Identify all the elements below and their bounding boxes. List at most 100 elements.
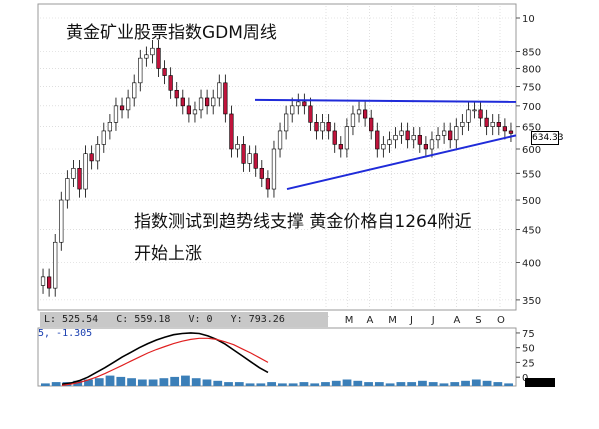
candle-body: [83, 153, 88, 190]
candle-body: [101, 130, 106, 145]
histogram-bar: [385, 383, 395, 386]
histogram-bar: [364, 382, 373, 386]
indicator-y-tick-label: 75: [522, 329, 535, 340]
y-tick-label: 400: [522, 259, 541, 270]
candle-body: [119, 105, 125, 111]
indicator-y-axis: 7550250: [516, 329, 535, 384]
candle-body: [423, 144, 429, 150]
candle-body: [344, 126, 350, 150]
histogram-bar: [159, 378, 169, 386]
histogram-bar: [504, 383, 513, 386]
histogram-bar: [310, 383, 320, 386]
candle-body: [369, 117, 374, 132]
candle-body: [46, 276, 52, 289]
indicator-label: 5, -1.305: [38, 328, 93, 339]
candle-body: [113, 105, 119, 123]
histogram-bar: [428, 382, 438, 386]
trendlines: [254, 98, 517, 191]
annotation-line-2: 开始上涨: [134, 244, 202, 264]
price-panel-frame: [37, 3, 517, 311]
histogram-bar: [288, 383, 298, 386]
candle-body: [381, 144, 386, 150]
histogram-bar: [396, 382, 406, 386]
candle-body: [393, 135, 398, 141]
candle-body: [107, 122, 113, 132]
x-axis: FMAMJJASO: [323, 315, 505, 326]
histogram-bar: [278, 383, 287, 386]
x-tick-label: M: [345, 315, 354, 326]
histogram-bar: [471, 379, 481, 386]
candle-body: [417, 135, 422, 145]
candle-body: [168, 75, 173, 91]
candle-body: [399, 130, 404, 136]
candle-body: [478, 109, 483, 119]
histogram-bar: [234, 382, 244, 386]
y-tick-label: 450: [522, 226, 541, 237]
candle-body: [65, 178, 70, 201]
y-tick-label: 800: [522, 64, 541, 75]
info-close: C: 559.18: [116, 314, 171, 325]
candle-body: [375, 130, 380, 150]
candle-body: [144, 54, 149, 59]
y-tick-label: 350: [522, 296, 541, 307]
vertical-grid: [325, 6, 501, 308]
candle-body: [429, 139, 435, 150]
histogram-bar: [353, 380, 363, 386]
candle-body: [314, 122, 319, 132]
candle-body: [326, 122, 331, 132]
candle-body: [125, 97, 131, 111]
histogram-bar: [137, 379, 147, 386]
candle-body: [265, 178, 271, 190]
histogram-bar: [181, 375, 190, 386]
indicator-y-tick-label: 50: [522, 344, 535, 355]
y-tick-label: 500: [522, 196, 541, 207]
indicator-lines: [61, 332, 269, 386]
candle-body: [162, 68, 167, 76]
histogram-bar: [331, 380, 341, 386]
candle-body: [217, 82, 222, 99]
histogram-bar: [418, 380, 427, 386]
candle-body: [186, 105, 192, 115]
histogram-bar: [374, 382, 384, 386]
y-tick-label: 600: [522, 145, 541, 156]
candle-body: [441, 130, 447, 136]
x-tick-label: M: [388, 315, 397, 326]
histogram-bar: [461, 380, 470, 386]
candle-body: [241, 144, 246, 164]
histogram-bar: [116, 376, 126, 386]
indicator-panel-frame: [37, 327, 517, 387]
annotation-line-1: 指数测试到趋势线支撑 黄金价格自1264附近: [134, 212, 472, 232]
candle-body: [320, 122, 325, 132]
candle-body: [59, 199, 64, 243]
candle-body: [454, 126, 459, 141]
indicator-series-line: [61, 337, 269, 386]
y-tick-label: 10: [522, 14, 535, 25]
histogram-bar: [224, 382, 233, 386]
histogram-bar: [213, 380, 223, 386]
candle-body: [204, 97, 210, 107]
candle-body: [302, 101, 307, 107]
last-value-tag: 634.33: [531, 131, 564, 145]
candle-body: [296, 101, 301, 107]
candle-body: [484, 117, 489, 127]
candle-body: [277, 130, 283, 150]
candle-body: [338, 144, 343, 150]
candle-body: [508, 130, 514, 134]
candle-body: [283, 113, 289, 132]
candle-body: [362, 109, 368, 119]
histogram-bar: [84, 379, 93, 386]
candle-body: [332, 130, 337, 145]
indicator-last-value-box: [525, 378, 555, 387]
candle-body: [174, 89, 179, 99]
candlestick-series: [40, 39, 514, 297]
histogram-bar: [342, 379, 352, 386]
candle-body: [247, 153, 252, 164]
candle-body: [211, 97, 216, 107]
indicator-series-line: [61, 332, 269, 385]
candle-body: [198, 97, 204, 111]
candle-body: [156, 47, 161, 69]
histogram-bar: [450, 382, 460, 386]
candle-body: [435, 135, 441, 141]
candle-body: [387, 139, 392, 145]
indicator-y-tick-label: 25: [522, 358, 535, 369]
